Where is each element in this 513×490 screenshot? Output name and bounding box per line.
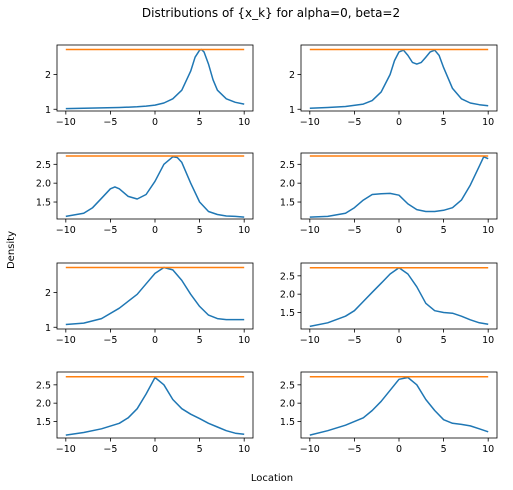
subplot-1: −10 −5 0 5 10 1 2 — [45, 44, 254, 128]
y-tick-label: 2.5 — [280, 271, 295, 282]
x-tick-label: 10 — [482, 335, 494, 346]
x-tick-label: 10 — [482, 117, 494, 128]
x-tick-label: 10 — [238, 335, 250, 346]
axes-frame — [56, 44, 254, 112]
y-tick-label: 2.5 — [36, 380, 51, 391]
x-tick-label: 10 — [238, 444, 250, 455]
subplot-5: −10 −5 0 5 10 1 2 — [45, 262, 254, 346]
x-tick-label: −5 — [347, 335, 361, 346]
x-tick-label: 5 — [441, 335, 447, 346]
density-line — [65, 156, 245, 218]
x-tick-label: 10 — [238, 225, 250, 236]
x-tick-label: −5 — [103, 225, 117, 236]
x-tick-label: 5 — [441, 225, 447, 236]
subplot-7: −10 −5 0 5 10 1.5 2.0 2.5 — [36, 371, 254, 455]
y-tick-label: 1.5 — [280, 308, 295, 319]
axes-frame — [56, 152, 254, 220]
x-tick-label: 0 — [152, 225, 158, 236]
y-tick-label: 1.5 — [280, 417, 295, 428]
subplot-2: −10 −5 0 5 10 1 2 — [289, 44, 498, 128]
y-tick-label: 2 — [45, 288, 51, 299]
x-tick-label: −10 — [56, 117, 76, 128]
axes-frame — [300, 371, 498, 439]
x-tick-label: 5 — [197, 117, 203, 128]
y-tick-label: 2.0 — [280, 399, 295, 410]
density-line — [65, 376, 245, 436]
x-tick-label: 10 — [482, 225, 494, 236]
x-tick-label: −10 — [300, 117, 320, 128]
x-tick-label: −5 — [103, 444, 117, 455]
y-tick-label: 2.0 — [36, 399, 51, 410]
x-tick-label: 5 — [441, 117, 447, 128]
y-tick-label: 1 — [45, 105, 51, 116]
x-tick-label: 0 — [152, 335, 158, 346]
density-line — [65, 266, 245, 326]
axes-frame — [300, 152, 498, 220]
density-line — [309, 156, 489, 218]
x-tick-label: 10 — [482, 444, 494, 455]
subplot-4: −10 −5 0 5 10 1.5 2.0 2.5 — [280, 152, 498, 236]
x-tick-label: 5 — [197, 335, 203, 346]
x-tick-label: −10 — [300, 444, 320, 455]
density-line — [309, 49, 489, 109]
x-tick-label: 10 — [238, 117, 250, 128]
x-tick-label: −5 — [347, 225, 361, 236]
axes-frame — [56, 371, 254, 439]
y-tick-label: 1.5 — [280, 198, 295, 209]
density-line — [65, 48, 245, 110]
y-tick-label: 2.0 — [36, 179, 51, 190]
x-tick-label: −10 — [56, 335, 76, 346]
x-tick-label: −5 — [347, 117, 361, 128]
y-tick-label: 2.5 — [36, 160, 51, 171]
x-tick-label: 0 — [396, 444, 402, 455]
x-tick-label: −10 — [56, 444, 76, 455]
subplot-6: −10 −5 0 5 10 1.5 2.0 2.5 — [280, 262, 498, 346]
x-tick-label: −10 — [300, 225, 320, 236]
x-tick-label: −5 — [347, 444, 361, 455]
y-tick-label: 1.5 — [36, 198, 51, 209]
subplot-8: −10 −5 0 5 10 1.5 2.0 2.5 — [280, 371, 498, 455]
y-tick-label: 2.0 — [280, 290, 295, 301]
figure-title: Distributions of {x_k} for alpha=0, beta… — [142, 6, 400, 20]
x-tick-label: −10 — [56, 225, 76, 236]
x-axis-label: Location — [251, 473, 293, 484]
x-tick-label: 5 — [197, 225, 203, 236]
x-tick-label: 5 — [441, 444, 447, 455]
y-axis-label: Density — [6, 231, 17, 269]
x-tick-label: −10 — [300, 335, 320, 346]
x-tick-label: 0 — [396, 225, 402, 236]
y-tick-label: 2.5 — [280, 160, 295, 171]
x-tick-label: 0 — [396, 335, 402, 346]
x-tick-label: −5 — [103, 117, 117, 128]
x-tick-label: 0 — [152, 444, 158, 455]
x-tick-label: 0 — [152, 117, 158, 128]
subplot-3: −10 −5 0 5 10 1.5 2.0 2.5 — [36, 152, 254, 236]
x-tick-label: −5 — [103, 335, 117, 346]
x-tick-label: 5 — [197, 444, 203, 455]
y-tick-label: 1 — [45, 323, 51, 334]
y-tick-label: 2 — [45, 70, 51, 81]
density-line — [309, 376, 489, 436]
y-tick-label: 2.0 — [280, 179, 295, 190]
y-tick-label: 2 — [289, 70, 295, 81]
y-tick-label: 2.5 — [280, 380, 295, 391]
x-tick-label: 0 — [396, 117, 402, 128]
density-line — [309, 267, 489, 328]
y-tick-label: 1.5 — [36, 417, 51, 428]
y-tick-label: 1 — [289, 105, 295, 116]
